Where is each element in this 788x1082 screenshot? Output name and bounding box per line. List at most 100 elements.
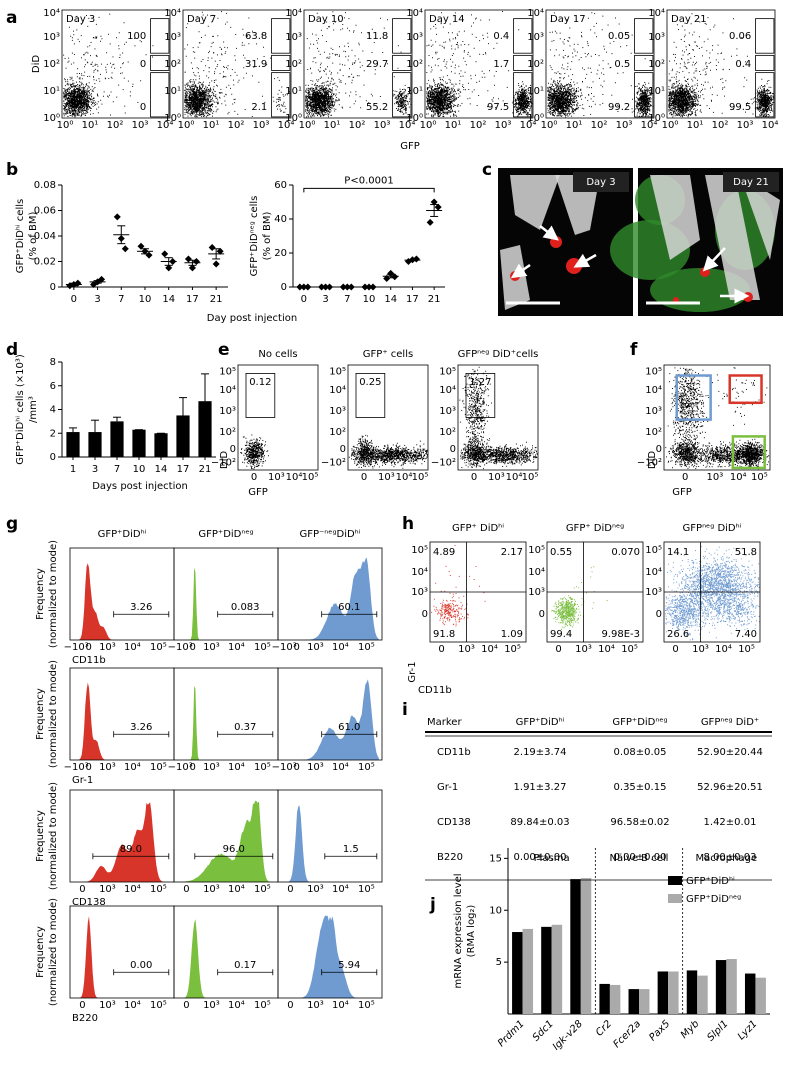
gate <box>675 374 712 421</box>
gate <box>755 18 775 54</box>
dot-cloud <box>305 11 412 118</box>
column-title: GFP⁻ⁿᵉᵍDiDʰⁱ <box>299 529 360 540</box>
panel-letter: h <box>402 514 414 534</box>
gate <box>731 435 766 470</box>
dot-cloud <box>551 555 608 635</box>
y-tick-label: 10⁴ <box>285 8 302 19</box>
flow-plot <box>182 9 292 119</box>
x-tick-label: −10³ <box>272 642 297 653</box>
panel-letter: c <box>482 160 492 180</box>
histogram <box>281 915 379 998</box>
x-tick-label: 10³ <box>458 644 475 655</box>
y-tick-label: 10⁴ <box>329 385 346 396</box>
gate-value: 100 <box>127 31 146 42</box>
panel-letter: a <box>6 8 17 28</box>
y-tick-label: 10⁵ <box>645 545 662 556</box>
table-cell: 96.58±0.02 <box>610 817 669 828</box>
quadrant-value: 1.09 <box>501 629 523 640</box>
quadrant-value: 14.1 <box>667 547 689 558</box>
gate <box>728 374 763 405</box>
data-point <box>184 255 192 263</box>
y-tick-label: 10³ <box>406 32 423 43</box>
y-tick-label: 10³ <box>43 32 60 43</box>
y-tick-label: 0.04 <box>34 231 56 242</box>
y-axis-label: Frequency <box>35 810 46 862</box>
y-tick-label: 10⁵ <box>329 366 346 377</box>
x-tick-label: 7 <box>344 294 350 305</box>
x-tick-label: 10³ <box>99 642 116 653</box>
x-tick-label: Igk-v28 <box>551 1018 585 1052</box>
x-tick-label: 0 <box>183 1000 189 1011</box>
x-tick-label: 10³ <box>268 472 285 483</box>
histogram-frame <box>277 789 383 883</box>
y-tick-label: 10⁵ <box>645 366 662 377</box>
y-tick-label: 10¹ <box>164 86 181 97</box>
x-tick-label: 3 <box>322 294 328 305</box>
gate-value: 0.37 <box>234 722 256 733</box>
y-tick-label: 10⁰ <box>285 113 302 124</box>
x-tick-label: 10⁵ <box>150 762 167 773</box>
y-tick-label: 0.08 <box>34 180 56 191</box>
x-axis-label: Day post injection <box>207 313 297 324</box>
flow-plot <box>663 364 771 471</box>
x-tick-label: 10³ <box>575 644 592 655</box>
y-tick-label: 10⁴ <box>645 385 662 396</box>
x-tick-label: 3 <box>92 464 98 475</box>
bar <box>570 879 581 1014</box>
gate-value: 0.17 <box>234 960 256 971</box>
x-tick-label: 10¹ <box>82 120 99 131</box>
x-tick-label: 17 <box>177 464 190 475</box>
x-axis-label: Days post injection <box>92 481 188 492</box>
y-tick-label: 10⁰ <box>406 113 423 124</box>
x-tick-label: Cr2 <box>594 1018 614 1038</box>
bar <box>628 989 639 1014</box>
panel-letter: i <box>402 700 408 720</box>
bar <box>668 971 679 1014</box>
plot-title: No cells <box>258 349 297 360</box>
flow-plot <box>424 9 534 119</box>
quadrant-value: 9.98E-3 <box>601 629 640 640</box>
x-tick-label: 0 <box>190 762 196 773</box>
histogram-frame <box>173 667 279 761</box>
x-tick-label: 0 <box>294 642 300 653</box>
gate-value: 0.4 <box>735 59 751 70</box>
image-label: Day 21 <box>733 177 769 188</box>
x-tick-label: 10¹ <box>687 120 704 131</box>
plot-title: GFP⁺ cells <box>363 349 413 360</box>
x-tick-label: 10⁵ <box>358 762 375 773</box>
quadrant-value: 51.8 <box>735 547 757 558</box>
x-tick-label: Fcer2a <box>611 1018 643 1050</box>
x-tick-label: 10¹ <box>324 120 341 131</box>
x-tick-label: 17 <box>186 294 199 305</box>
x-tick-label: 0 <box>301 294 307 305</box>
x-tick-label: 1 <box>70 464 76 475</box>
flow-plot <box>545 9 655 119</box>
label-box <box>573 172 629 192</box>
gate-value: 96.0 <box>223 844 245 855</box>
data-point <box>192 258 200 265</box>
x-tick-label: 0 <box>287 1000 293 1011</box>
y-axis-label: Frequency <box>35 568 46 620</box>
bar <box>686 970 698 1014</box>
x-tick-label: 10³ <box>616 120 633 131</box>
x-tick-label: 0 <box>183 884 189 895</box>
y-tick-label: 10⁰ <box>527 113 544 124</box>
y-tick-label: 8 <box>50 357 56 368</box>
y-tick-label: 0.06 <box>34 206 56 217</box>
histogram-frame <box>277 905 383 999</box>
table-cell: 1.91±3.27 <box>514 782 567 793</box>
x-tick-label: 0 <box>251 472 257 483</box>
x-tick-label: 10¹ <box>203 120 220 131</box>
x-tick-label: 10³ <box>374 120 391 131</box>
bar <box>522 928 534 1014</box>
x-tick-label: 0 <box>71 294 77 305</box>
x-tick-label: 10² <box>228 120 245 131</box>
group-label: Plasma <box>534 853 570 864</box>
x-tick-label: 10⁴ <box>157 120 174 131</box>
y-tick-label: 10³ <box>164 32 181 43</box>
y-tick-label: 0 <box>50 452 56 463</box>
gate <box>392 18 412 54</box>
x-tick-label: 10² <box>591 120 608 131</box>
x-tick-label: 10⁴ <box>730 472 747 483</box>
